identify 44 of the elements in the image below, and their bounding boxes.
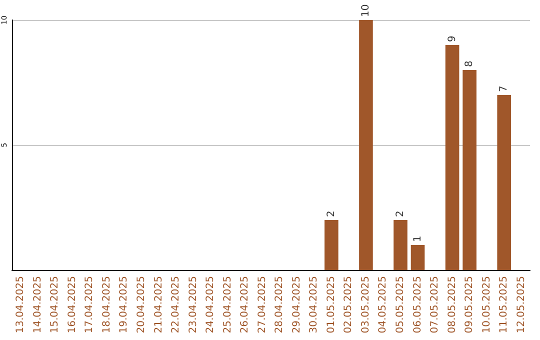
x-tick-label: 26.04.2025 <box>240 276 251 334</box>
data-label: 9 <box>446 36 458 42</box>
x-tick-label: 02.05.2025 <box>343 276 354 334</box>
x-tick-label: 19.04.2025 <box>118 276 130 334</box>
x-tick-label: 28.04.2025 <box>274 276 286 334</box>
x-tick-label: 24.04.2025 <box>205 276 216 334</box>
bar <box>324 220 338 270</box>
x-tick-label: 10.05.2025 <box>481 276 492 334</box>
x-tick-label: 04.05.2025 <box>378 276 389 334</box>
bar <box>359 20 373 270</box>
data-label: 10 <box>360 4 372 17</box>
x-tick-label: 16.04.2025 <box>66 276 78 334</box>
x-tick-label: 22.04.2025 <box>170 276 182 334</box>
x-tick-label: 20.04.2025 <box>136 276 147 334</box>
x-tick-label: 27.04.2025 <box>256 276 268 334</box>
x-tick-label: 05.05.2025 <box>395 276 406 334</box>
data-label: 1 <box>412 236 424 242</box>
x-tick-label: 30.04.2025 <box>308 276 320 334</box>
x-tick-label: 11.05.2025 <box>498 276 510 334</box>
x-tick-label: 14.04.2025 <box>32 276 44 334</box>
x-tick-label: 06.05.2025 <box>412 276 424 334</box>
data-label: 7 <box>498 86 510 92</box>
bar <box>497 95 512 270</box>
x-tick-label: 01.05.2025 <box>326 276 337 334</box>
x-tick-label: 21.04.2025 <box>153 276 164 334</box>
x-tick-label: 29.04.2025 <box>291 276 302 334</box>
x-tick-label: 23.04.2025 <box>188 276 199 334</box>
x-tick-label: 13.04.2025 <box>15 276 26 334</box>
bar <box>394 220 408 270</box>
data-label: 2 <box>326 210 337 217</box>
data-label: 8 <box>464 60 476 67</box>
x-tick-label: 08.05.2025 <box>446 276 458 334</box>
x-tick-label: 03.05.2025 <box>360 276 372 334</box>
x-tick-label: 17.04.2025 <box>84 276 96 334</box>
x-tick-label: 18.04.2025 <box>101 276 112 334</box>
x-tick-label: 07.05.2025 <box>430 276 441 334</box>
bar <box>445 45 460 270</box>
x-tick-label: 12.05.2025 <box>516 276 527 334</box>
data-label: 2 <box>395 210 406 217</box>
x-tick-label: 09.05.2025 <box>464 276 476 334</box>
bar <box>462 70 476 270</box>
x-tick-label: 15.04.2025 <box>50 276 61 334</box>
x-tick-label: 25.04.2025 <box>222 276 234 334</box>
bar <box>410 245 425 270</box>
